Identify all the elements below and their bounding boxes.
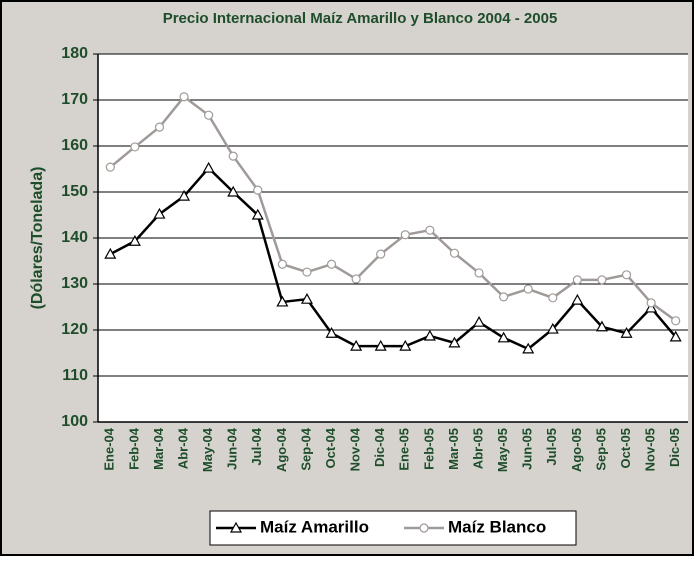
data-point — [449, 248, 460, 258]
y-tick-label: 130 — [61, 275, 88, 292]
x-tick-label: Abr-04 — [175, 427, 190, 469]
x-tick-label: May-05 — [495, 428, 510, 472]
y-tick-label: 100 — [61, 413, 88, 430]
data-point — [499, 292, 509, 302]
x-tick-label: Feb-04 — [126, 427, 141, 470]
legend-label: Maíz Amarillo — [260, 517, 369, 536]
x-tick-label: May-04 — [200, 427, 215, 472]
data-point — [178, 189, 191, 201]
legend-marker — [229, 521, 243, 533]
data-point — [473, 315, 486, 327]
data-point — [597, 275, 607, 285]
data-point — [374, 339, 387, 351]
x-tick-label: Mar-05 — [446, 428, 461, 470]
data-point — [669, 330, 682, 342]
data-point — [153, 207, 166, 219]
x-tick-label: Sep-04 — [298, 427, 313, 470]
data-point — [400, 230, 410, 240]
data-point — [376, 249, 386, 259]
data-point — [646, 298, 656, 308]
x-tick-label: Nov-04 — [348, 427, 363, 471]
data-point — [277, 259, 287, 269]
data-point — [448, 336, 461, 348]
x-tick-label: Feb-05 — [421, 428, 436, 470]
data-point — [202, 161, 215, 173]
data-point — [546, 322, 559, 334]
x-tick-label: Jun-04 — [225, 427, 240, 470]
x-tick-label: Ago-04 — [274, 427, 289, 472]
data-point — [621, 270, 632, 280]
data-point — [572, 275, 582, 285]
x-tick-label: Ene-04 — [102, 427, 117, 470]
x-tick-label: Jul-04 — [249, 427, 264, 465]
x-tick-label: Dic-05 — [667, 428, 682, 467]
y-axis-label: (Dólares/Tonelada) — [29, 167, 46, 310]
x-tick-label: Jul-05 — [544, 428, 559, 466]
data-point — [474, 268, 484, 278]
data-point — [595, 320, 608, 332]
x-tick-label: Nov-05 — [643, 428, 658, 471]
legend-marker — [419, 523, 429, 533]
data-point — [497, 331, 510, 343]
data-point — [522, 342, 535, 354]
data-point — [548, 293, 558, 303]
data-point — [425, 225, 435, 235]
y-tick-label: 150 — [61, 183, 88, 200]
x-tick-label: Abr-05 — [470, 428, 485, 469]
data-point — [571, 293, 584, 305]
data-point — [227, 185, 240, 197]
x-tick-label: Sep-05 — [593, 428, 608, 471]
data-point — [228, 151, 238, 161]
x-tick-label: Ene-05 — [397, 428, 412, 471]
data-point — [130, 142, 140, 152]
data-point — [523, 284, 533, 294]
data-point — [276, 295, 289, 307]
data-point — [423, 329, 436, 341]
data-point — [253, 185, 263, 195]
y-tick-label: 110 — [62, 367, 88, 384]
x-tick-label: Oct-05 — [618, 428, 633, 468]
data-point — [399, 339, 412, 351]
data-point — [154, 122, 165, 132]
data-point — [300, 292, 313, 304]
y-tick-label: 160 — [61, 137, 88, 154]
legend-box — [209, 510, 577, 546]
x-tick-label: Dic-04 — [372, 427, 387, 467]
data-point — [620, 326, 633, 338]
x-tick-label: Jun-05 — [520, 428, 535, 470]
data-point — [351, 274, 361, 284]
data-point — [671, 316, 681, 326]
y-tick-label: 180 — [61, 45, 88, 62]
x-tick-label: Mar-04 — [151, 427, 166, 470]
data-point — [326, 259, 337, 269]
data-point — [251, 208, 264, 220]
data-point — [204, 110, 214, 120]
y-tick-label: 120 — [61, 321, 88, 338]
data-point — [128, 234, 141, 246]
x-tick-label: Oct-04 — [323, 427, 338, 468]
chart-title: Precio Internacional Maíz Amarillo y Bla… — [163, 10, 558, 27]
data-point — [302, 267, 312, 277]
data-point — [104, 247, 117, 259]
data-point — [325, 326, 338, 338]
x-tick-label: Ago-05 — [569, 428, 584, 472]
data-point — [179, 92, 189, 102]
y-tick-label: 170 — [61, 91, 88, 108]
data-point — [350, 339, 363, 351]
data-point — [105, 162, 115, 172]
y-tick-label: 140 — [61, 229, 88, 246]
legend-label: Maíz Blanco — [448, 517, 546, 536]
